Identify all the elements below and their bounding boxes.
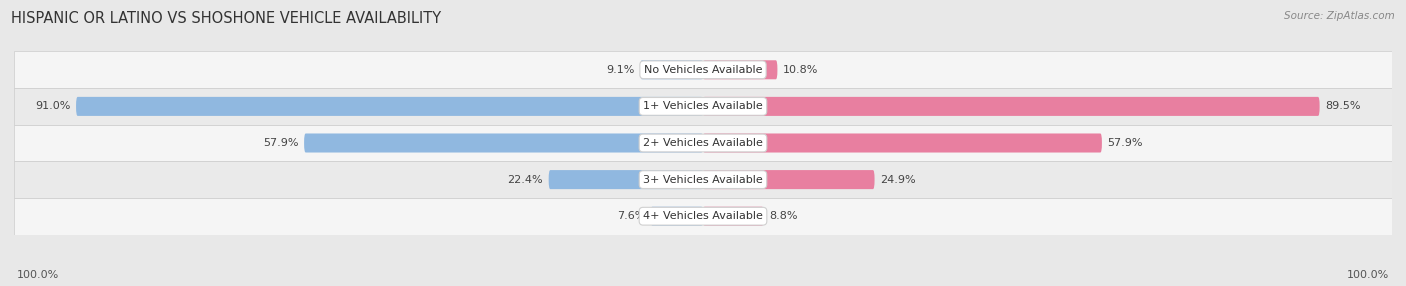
Text: 22.4%: 22.4% [508,175,543,184]
Text: 1+ Vehicles Available: 1+ Vehicles Available [643,102,763,111]
Text: 4+ Vehicles Available: 4+ Vehicles Available [643,211,763,221]
Text: 24.9%: 24.9% [880,175,915,184]
Text: HISPANIC OR LATINO VS SHOSHONE VEHICLE AVAILABILITY: HISPANIC OR LATINO VS SHOSHONE VEHICLE A… [11,11,441,26]
FancyBboxPatch shape [640,60,703,79]
Text: 57.9%: 57.9% [263,138,298,148]
FancyBboxPatch shape [76,97,703,116]
FancyBboxPatch shape [548,170,703,189]
FancyBboxPatch shape [14,198,1392,235]
Text: 100.0%: 100.0% [17,270,59,280]
Text: 9.1%: 9.1% [606,65,634,75]
Text: 91.0%: 91.0% [35,102,70,111]
FancyBboxPatch shape [14,125,1392,161]
FancyBboxPatch shape [651,207,703,226]
FancyBboxPatch shape [14,51,1392,88]
Text: 3+ Vehicles Available: 3+ Vehicles Available [643,175,763,184]
Text: 89.5%: 89.5% [1324,102,1361,111]
Text: 10.8%: 10.8% [783,65,818,75]
Text: 57.9%: 57.9% [1108,138,1143,148]
FancyBboxPatch shape [703,97,1320,116]
Text: Source: ZipAtlas.com: Source: ZipAtlas.com [1284,11,1395,21]
FancyBboxPatch shape [14,88,1392,125]
Text: 100.0%: 100.0% [1347,270,1389,280]
FancyBboxPatch shape [703,207,763,226]
Text: 2+ Vehicles Available: 2+ Vehicles Available [643,138,763,148]
Text: No Vehicles Available: No Vehicles Available [644,65,762,75]
Text: 7.6%: 7.6% [617,211,645,221]
FancyBboxPatch shape [304,134,703,152]
FancyBboxPatch shape [703,170,875,189]
FancyBboxPatch shape [703,60,778,79]
Text: 8.8%: 8.8% [769,211,797,221]
FancyBboxPatch shape [14,161,1392,198]
FancyBboxPatch shape [703,134,1102,152]
